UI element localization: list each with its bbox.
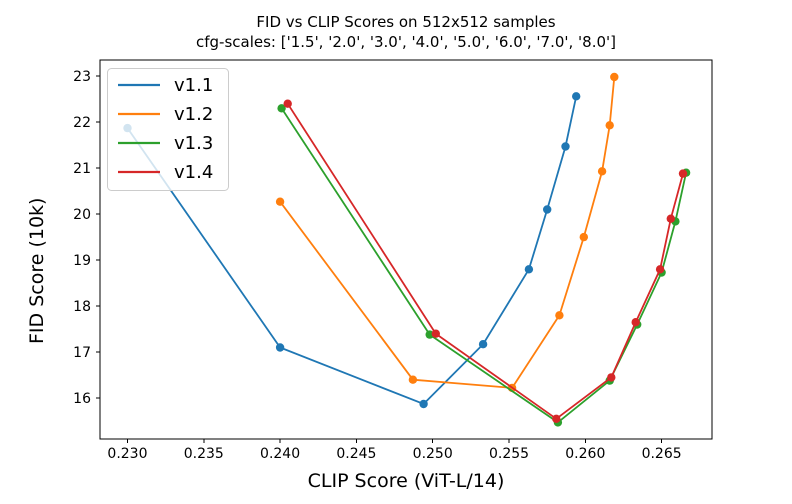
series-v1.2-marker [605, 121, 614, 130]
series-v1.2-marker [597, 167, 607, 176]
series-v1.2-marker [579, 232, 588, 242]
legend: v1.1 v1.2 v1.3 v1.4 [107, 68, 229, 191]
series-v1.1-marker [524, 265, 534, 274]
axes-frame [99, 59, 713, 440]
series-v1.4-marker [607, 373, 616, 382]
y-tick-label: 17 [73, 345, 91, 361]
x-tick-label: 0.240 [260, 446, 300, 462]
series-v1.2-marker [408, 375, 418, 384]
series-v1.4-marker [666, 214, 675, 223]
x-tick-label: 0.265 [642, 446, 682, 462]
legend-label-v1.3: v1.3 [174, 133, 213, 154]
legend-label-v1.4: v1.4 [174, 162, 213, 183]
y-tick-label: 19 [73, 253, 91, 269]
chart-subtitle: cfg-scales: ['1.5', '2.0', '3.0', '4.0',… [195, 33, 617, 51]
x-tick-label: 0.250 [413, 446, 453, 462]
series-v1.2-marker [555, 311, 564, 320]
y-axis-label: FID Score (10k) [26, 197, 48, 344]
x-tick-label: 0.260 [565, 446, 605, 462]
series-v1.1-marker [275, 343, 285, 352]
series-v1.4-marker [631, 318, 640, 327]
series-v1.1-marker [543, 205, 552, 214]
series-v1.4-marker [431, 329, 440, 338]
x-tick-label: 0.245 [336, 446, 376, 462]
series-v1.4-line [286, 103, 684, 420]
plot-border [99, 59, 713, 440]
legend-label-v1.2: v1.2 [174, 104, 213, 125]
y-tick-label: 16 [73, 391, 91, 407]
series-v1.4-marker [678, 169, 688, 178]
x-tick-label: 0.230 [107, 446, 147, 462]
y-axis: 16 17 18 19 20 21 22 23 [73, 69, 100, 407]
chart-title-block: FID vs CLIP Scores on 512x512 samples cf… [100, 12, 712, 52]
series-v1.2-line [279, 76, 616, 389]
series-v1.4-marker [655, 265, 665, 274]
y-tick-label: 20 [73, 207, 91, 223]
series-v1.1-marker [561, 142, 570, 151]
legend-box [107, 68, 229, 191]
series-v1.3-line [280, 107, 687, 424]
series-v1.1-marker [572, 92, 581, 101]
series-v1.1-marker [478, 340, 488, 349]
series-v1.3 [277, 104, 691, 427]
x-axis-label: CLIP Score (ViT-L/14) [307, 470, 505, 492]
x-axis: 0.230 0.235 0.240 0.245 0.250 0.255 0.260 0.265 [107, 439, 682, 462]
series-v1.4-marker [552, 414, 561, 423]
series-v1.3-marker [277, 104, 286, 113]
y-tick-label: 22 [73, 115, 91, 131]
series-v1.2 [275, 72, 619, 393]
series-v1.1-marker [419, 399, 428, 409]
legend-label-v1.1: v1.1 [174, 75, 213, 96]
series-v1.4 [283, 99, 688, 423]
y-tick-label: 23 [73, 69, 91, 85]
series-v1.4-marker [283, 99, 292, 108]
series-v1.2-marker [610, 72, 619, 82]
y-tick-label: 21 [73, 161, 91, 177]
y-tick-label: 18 [73, 299, 91, 315]
chart-title: FID vs CLIP Scores on 512x512 samples [256, 13, 556, 31]
series-v1.1-line [126, 96, 578, 406]
x-tick-label: 0.255 [489, 446, 529, 462]
series-v1.2-marker [275, 197, 285, 206]
x-tick-label: 0.235 [184, 446, 224, 462]
